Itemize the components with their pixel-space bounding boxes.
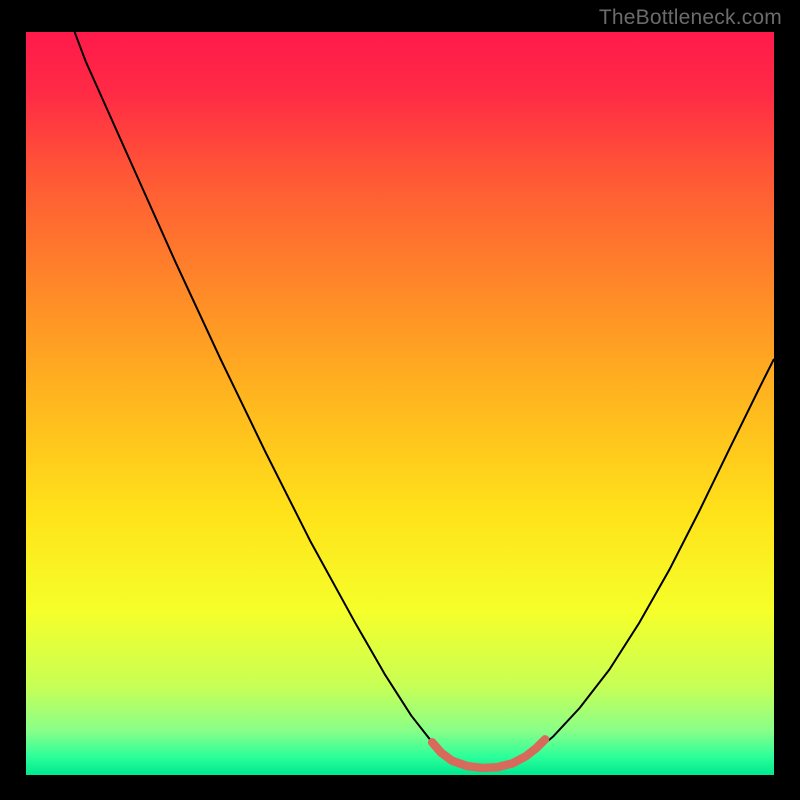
gradient-background — [26, 32, 774, 775]
bottleneck-chart — [26, 32, 774, 775]
watermark-text: TheBottleneck.com — [599, 6, 782, 30]
